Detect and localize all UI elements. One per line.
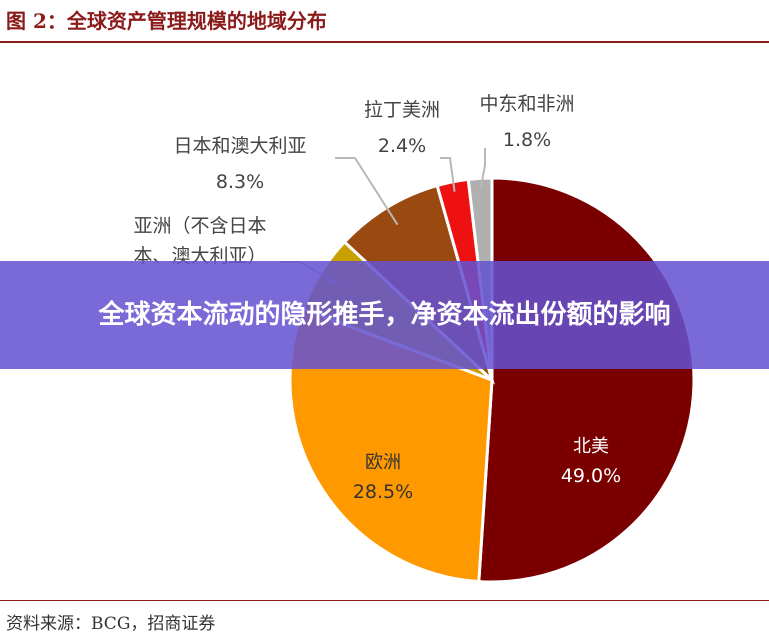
slice-label-1: 欧洲: [365, 452, 401, 473]
slice-label-4: 拉丁美洲: [364, 99, 440, 121]
slice-label-5: 中东和非洲: [479, 93, 574, 115]
figure-title: 图 2：全球资产管理规模的地域分布: [6, 9, 327, 33]
leader-line-5: [479, 148, 486, 189]
slice-value-label-5: 1.8%: [503, 129, 551, 151]
source-divider: [0, 600, 769, 601]
leader-line-3: [335, 157, 399, 226]
source-note: 资料来源：BCG，招商证券: [6, 614, 216, 634]
headline-text: 全球资本流动的隐形推手，净资本流出份额的影响: [98, 300, 671, 330]
slice-label-0: 北美: [573, 436, 609, 457]
slice-value-label-0: 49.0%: [561, 465, 621, 487]
slice-label-3: 日本和澳大利亚: [173, 135, 306, 157]
slice-label-2-line-0: 亚洲（不含日本: [133, 215, 266, 237]
slice-value-label-1: 28.5%: [353, 481, 413, 503]
title-divider: [0, 41, 769, 43]
slice-value-label-4: 2.4%: [378, 135, 426, 157]
leader-line-4: [440, 157, 456, 192]
slice-0: [477, 176, 696, 584]
headline-banner: 全球资本流动的隐形推手，净资本流出份额的影响: [0, 261, 769, 369]
slice-value-label-3: 8.3%: [216, 171, 264, 193]
